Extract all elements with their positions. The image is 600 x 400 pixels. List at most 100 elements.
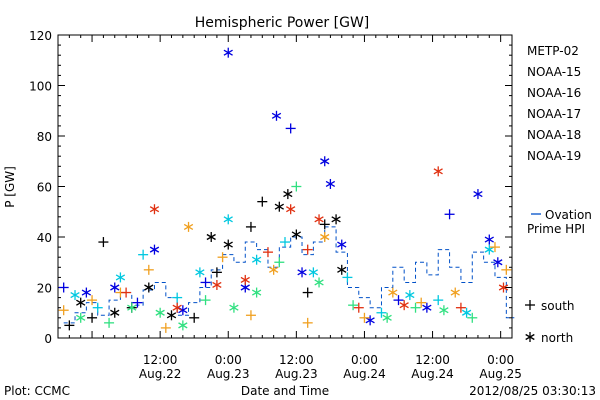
marker-stroke [439,307,449,314]
marker-stroke [251,289,262,296]
data-point-noaa-15 [393,295,404,306]
data-point-noaa-19 [498,282,509,293]
data-point-noaa-18 [217,252,228,263]
marker-stroke [405,292,415,299]
legend-ovation-label-1: Ovation [545,208,592,222]
marker-stroke [178,307,188,314]
y-tick-label: 60 [37,181,52,195]
x-tick-time: 12:00 [415,353,450,367]
x-tick-date: Aug.25 [479,367,522,381]
marker-stroke [484,236,494,243]
marker-stroke [144,284,154,291]
data-point-noaa-15 [178,305,188,316]
data-point-noaa-17 [127,302,137,313]
data-point-noaa-17 [314,277,324,288]
marker-stroke [286,206,296,213]
data-point-noaa-19 [286,204,296,215]
marker-stroke [183,223,194,230]
data-point-noaa-19 [399,300,409,311]
data-point-metp-02 [319,219,330,230]
marker-stroke [70,292,80,299]
chart-title: Hemispheric Power [GW] [195,15,370,31]
x-tick-time: 12:00 [143,353,178,367]
y-tick-label: 20 [37,282,52,296]
data-point-noaa-18 [160,322,171,333]
data-point-noaa-18 [58,305,69,316]
marker-stroke [223,241,233,248]
marker-stroke [223,216,233,223]
marker-stroke [115,274,126,281]
data-point-noaa-15 [285,123,296,134]
data-point-metp-02 [331,214,341,225]
marker-stroke [320,233,330,241]
marker-stroke [291,231,302,238]
x-tick-time: 0:00 [351,353,378,367]
data-point-noaa-17 [155,307,165,318]
data-point-noaa-16 [251,254,262,265]
data-point-noaa-17 [229,302,239,313]
marker-stroke [382,314,392,321]
y-tick-label: 0 [44,332,52,346]
legend-north-label: north [541,331,573,345]
data-point-noaa-18 [87,295,98,306]
legend-south-label: south [541,299,575,313]
data-point-metp-02 [189,312,200,323]
data-point-noaa-16 [484,244,494,255]
data-point-noaa-17 [178,320,188,331]
marker-stroke [127,304,137,311]
legend: METP-02 NOAA-15 NOAA-16 NOAA-17 NOAA-18 NOAA-… [525,44,592,345]
data-point-noaa-15 [81,287,92,298]
x-tick-time: 0:00 [487,353,514,367]
data-point-noaa-19 [149,204,160,215]
data-point-noaa-15 [325,178,336,189]
data-point-metp-02 [110,307,120,318]
data-point-metp-02 [98,237,109,248]
marker-stroke [422,304,432,311]
data-point-noaa-19 [433,166,443,177]
data-point-metp-02 [144,282,154,293]
marker-stroke [212,281,222,289]
data-point-metp-02 [64,320,75,331]
x-axis-label: Date and Time [241,384,329,398]
data-point-noaa-16 [376,307,387,318]
data-point-metp-02 [206,232,216,242]
y-axis-label: P [GW] [3,166,17,208]
data-point-noaa-19 [314,214,324,225]
y-tick-label: 120 [29,29,52,43]
legend-entry: NOAA-15 [527,65,581,79]
marker-stroke [172,304,182,311]
data-point-noaa-18 [450,287,460,298]
footer-source: Plot: CCMC [4,384,70,398]
data-point-metp-02 [283,189,293,200]
data-point-noaa-15 [200,277,211,288]
data-point-noaa-16 [342,272,353,283]
data-point-noaa-17 [251,287,262,298]
y-axis: 0 20 40 60 80 100 120 [29,29,512,346]
data-point-noaa-18 [320,232,330,242]
legend-entry: METP-02 [527,44,579,58]
marker-stroke [229,304,239,311]
x-tick-date: Aug.23 [207,367,250,381]
marker-stroke [461,309,472,316]
legend-entry: NOAA-19 [527,149,581,163]
data-point-noaa-17 [274,257,285,268]
data-point-noaa-15 [110,282,120,293]
marker-stroke [76,314,86,321]
data-point-noaa-17 [348,300,359,311]
marker-stroke [274,203,284,210]
data-point-noaa-18 [489,242,500,253]
marker-stroke [110,309,120,316]
marker-stroke [498,284,509,291]
data-point-metp-02 [291,229,302,240]
x-tick-time: 12:00 [279,353,314,367]
legend-north-marker [525,332,535,342]
marker-stroke [195,269,205,276]
data-point-noaa-18 [143,264,154,275]
marker-stroke [493,259,503,266]
data-point-noaa-17 [439,305,449,316]
marker-stroke [337,241,347,248]
x-tick-date: Aug.24 [343,367,386,381]
data-point-noaa-18 [416,297,427,308]
marker-stroke [399,302,409,309]
data-point-noaa-16 [223,214,233,225]
